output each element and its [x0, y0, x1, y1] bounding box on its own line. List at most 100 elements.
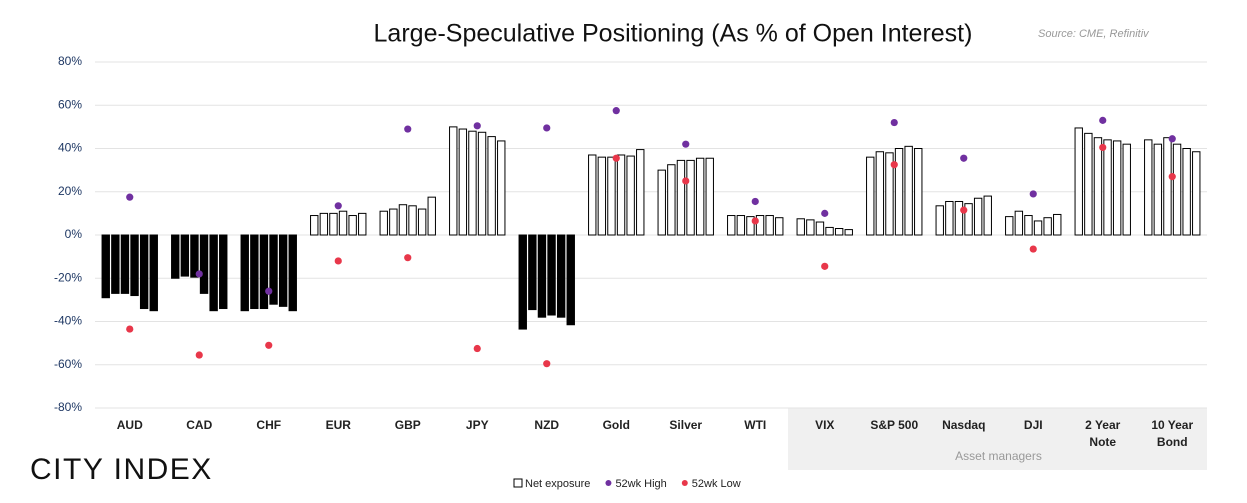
y-tick-label: 40%	[58, 141, 82, 155]
y-tick-label: 0%	[65, 227, 83, 241]
bar	[973, 197, 983, 236]
bar	[954, 200, 964, 236]
high-dot	[404, 125, 412, 133]
bar	[1014, 210, 1024, 236]
bar	[1033, 220, 1043, 236]
high-dot	[960, 154, 968, 162]
low-dot	[682, 177, 690, 185]
bar	[1005, 216, 1014, 236]
bar	[983, 195, 992, 236]
low-dot	[612, 154, 620, 162]
bar	[139, 234, 149, 310]
bar	[935, 205, 944, 236]
low-dot	[751, 217, 759, 225]
bar	[398, 204, 408, 236]
bar	[468, 130, 477, 236]
bar	[338, 210, 348, 236]
bar	[120, 234, 130, 294]
bar	[914, 148, 923, 236]
x-tick-label: CHF	[256, 418, 282, 432]
bar	[319, 212, 329, 236]
bar	[487, 136, 496, 236]
group-background	[788, 408, 1207, 470]
bar	[259, 234, 269, 310]
low-dot	[195, 351, 203, 359]
high-dot	[1168, 135, 1176, 143]
bar	[288, 234, 297, 312]
bar	[1192, 151, 1201, 236]
high-dot	[334, 202, 342, 210]
high-dot	[473, 122, 481, 130]
bar	[904, 145, 913, 236]
bar	[130, 234, 139, 297]
bar	[1093, 137, 1103, 236]
bar	[209, 234, 218, 312]
y-tick-label: 60%	[58, 97, 82, 111]
bar	[1103, 139, 1112, 236]
low-dot	[126, 325, 134, 333]
x-tick-label: 10 Year Bond	[1151, 418, 1194, 449]
bar	[101, 234, 110, 299]
bar	[875, 151, 885, 236]
brand: CITY INDEX	[30, 453, 213, 486]
high-dot	[1099, 116, 1107, 124]
bar	[705, 157, 714, 236]
bar	[250, 234, 259, 310]
high-dot	[821, 209, 829, 217]
bar	[348, 215, 357, 236]
bar	[1084, 132, 1093, 236]
bar	[1053, 213, 1062, 236]
low-dot	[265, 341, 273, 349]
bar	[844, 229, 853, 236]
x-tick-label: Silver	[669, 418, 703, 432]
bar	[616, 154, 626, 236]
bar	[329, 212, 338, 236]
high-dot	[682, 140, 690, 148]
bar	[1122, 143, 1131, 236]
bar	[727, 215, 736, 236]
low-dot	[821, 262, 829, 270]
bar	[1112, 140, 1122, 236]
bar	[588, 154, 597, 236]
bar	[945, 200, 954, 236]
x-tick-label: S&P 500	[870, 418, 919, 432]
legend-swatch	[605, 480, 612, 486]
bar	[1153, 143, 1163, 236]
x-tick-label: EUR	[325, 418, 351, 432]
bar	[518, 234, 527, 330]
bar	[458, 128, 468, 236]
bar	[449, 126, 458, 236]
bar	[497, 140, 506, 236]
low-dot	[890, 161, 898, 169]
bar	[964, 203, 973, 236]
bar	[1163, 137, 1172, 236]
bar	[695, 157, 705, 236]
source: Source: CME, Refinitiv	[1038, 28, 1150, 40]
low-dot	[543, 360, 551, 368]
high-dot	[751, 197, 759, 206]
high-dot	[126, 193, 134, 201]
bar	[171, 234, 180, 279]
low-dot	[960, 206, 968, 214]
legend-label: 52wk Low	[692, 478, 741, 490]
bar	[389, 208, 398, 236]
high-dot	[612, 107, 620, 115]
bar	[199, 234, 209, 294]
legend-label: Net exposure	[525, 478, 590, 490]
x-tick-label: JPY	[465, 418, 489, 432]
bar	[556, 234, 566, 318]
legend-swatch	[513, 478, 523, 488]
y-tick-label: -60%	[54, 357, 82, 371]
low-dot	[334, 257, 342, 265]
bar	[746, 216, 755, 236]
bar	[1172, 143, 1182, 236]
legend-label: 52wk High	[615, 478, 666, 490]
x-tick-label: 2 Year Note	[1085, 418, 1121, 449]
high-dot	[195, 270, 203, 278]
chart-title: Large-Speculative Positioning (As % of O…	[374, 20, 973, 48]
high-dot	[543, 124, 551, 132]
bar	[775, 217, 784, 236]
x-tick-label: NZD	[534, 418, 560, 432]
